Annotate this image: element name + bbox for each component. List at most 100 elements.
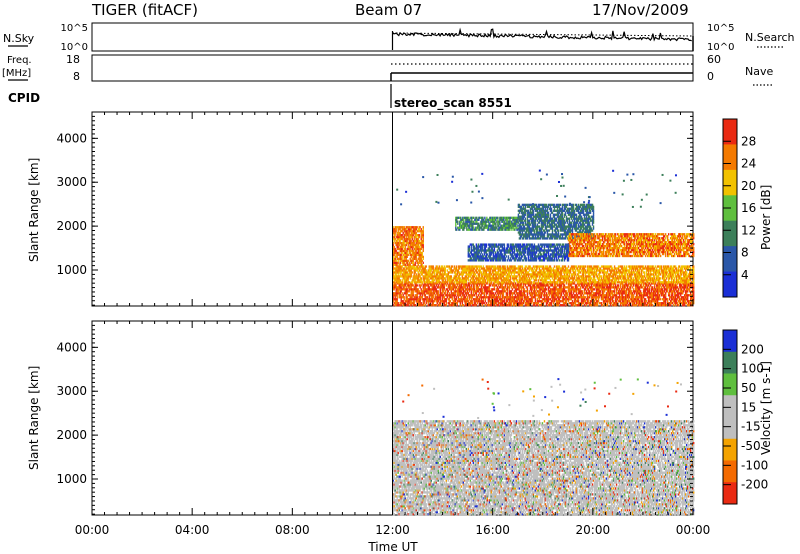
heat-cell [583, 302, 584, 304]
heat-cell [527, 286, 528, 288]
heat-cell [506, 302, 507, 304]
heat-cell [555, 290, 556, 292]
title: TIGER (fitACF) [91, 1, 198, 19]
heat-cell [489, 286, 490, 288]
heat-cell [401, 290, 402, 292]
heat-cell [460, 304, 461, 306]
heat-cell [534, 284, 535, 286]
heat-cell [411, 300, 412, 302]
heat-cell [577, 294, 578, 296]
heat-cell [479, 292, 480, 294]
heat-cell [495, 292, 496, 294]
heat-cell [421, 288, 422, 290]
heat-cell [455, 294, 456, 296]
heat-cell [567, 292, 568, 294]
heat-cell [424, 302, 425, 304]
heat-cell [558, 304, 559, 306]
heat-cell [498, 284, 499, 286]
heat-cell [407, 292, 408, 294]
heat-cell [536, 292, 537, 294]
nave-tick-low: 0 [707, 70, 714, 83]
heat-cell [482, 288, 483, 290]
heat-cell [479, 284, 480, 286]
heat-cell [413, 292, 414, 294]
heat-cell [573, 292, 574, 294]
heat-cell [395, 296, 396, 298]
heat-cell [411, 286, 412, 288]
heat-cell [496, 302, 497, 304]
heat-cell [406, 294, 407, 296]
heat-cell [560, 296, 561, 298]
heat-cell [462, 302, 463, 304]
heat-cell [548, 300, 549, 302]
heat-cell [567, 294, 568, 296]
heat-cell [447, 288, 448, 290]
heat-cell [436, 288, 437, 290]
heat-cell [547, 302, 548, 304]
heat-cell [541, 296, 542, 298]
heat-cell [409, 290, 410, 292]
heat-cell [394, 288, 395, 290]
heat-cell [527, 290, 528, 292]
heat-cell [576, 290, 577, 292]
heat-cell [446, 304, 447, 306]
heat-cell [413, 290, 414, 292]
heat-cell [500, 296, 501, 298]
heat-cell [470, 304, 471, 306]
heat-cell [442, 298, 443, 300]
heat-cell [498, 294, 499, 296]
heat-cell [440, 288, 441, 290]
heat-cell [588, 300, 589, 302]
heat-cell [558, 294, 559, 296]
heat-cell [444, 288, 445, 290]
heat-cell [433, 302, 434, 304]
nsearch-label: N.Search [745, 31, 795, 44]
heat-cell [477, 284, 478, 286]
heat-cell [456, 296, 457, 298]
heat-cell [460, 294, 461, 296]
heat-cell [502, 284, 503, 286]
heat-cell [446, 300, 447, 302]
heat-cell [523, 302, 524, 304]
heat-cell [578, 300, 579, 302]
heat-cell [485, 304, 486, 306]
heat-cell [444, 296, 445, 298]
heat-cell [445, 290, 446, 292]
heat-cell [584, 284, 585, 286]
heat-cell [477, 296, 478, 298]
heat-cell [486, 294, 487, 296]
freq-panel [92, 55, 693, 81]
heat-cell [481, 294, 482, 296]
heat-cell [398, 302, 399, 304]
heat-cell [466, 294, 467, 296]
heat-cell [544, 292, 545, 294]
nsky-trace [393, 29, 694, 51]
heat-cell [429, 296, 430, 298]
heat-cell [457, 302, 458, 304]
heat-cell [440, 290, 441, 292]
heat-cell [579, 284, 580, 286]
heat-cell [446, 284, 447, 286]
heat-cell [548, 288, 549, 290]
heat-cell [580, 286, 581, 288]
heat-cell [482, 304, 483, 306]
heat-cell [475, 302, 476, 304]
heat-cell [450, 284, 451, 286]
heat-cell [535, 298, 536, 300]
heat-cell [420, 298, 421, 300]
heat-cell [420, 286, 421, 288]
heat-cell [507, 288, 508, 290]
heat-cell [472, 300, 473, 302]
heat-cell [527, 294, 528, 296]
heat-cell [397, 298, 398, 300]
heat-cell [477, 302, 478, 304]
heat-cell [420, 300, 421, 302]
heat-cell [556, 286, 557, 288]
heat-cell [474, 294, 475, 296]
heat-cell [512, 294, 513, 296]
heat-cell [537, 304, 538, 306]
heat-cell [532, 288, 533, 290]
heat-cell [566, 302, 567, 304]
heat-cell [481, 298, 482, 300]
heat-cell [454, 296, 455, 298]
